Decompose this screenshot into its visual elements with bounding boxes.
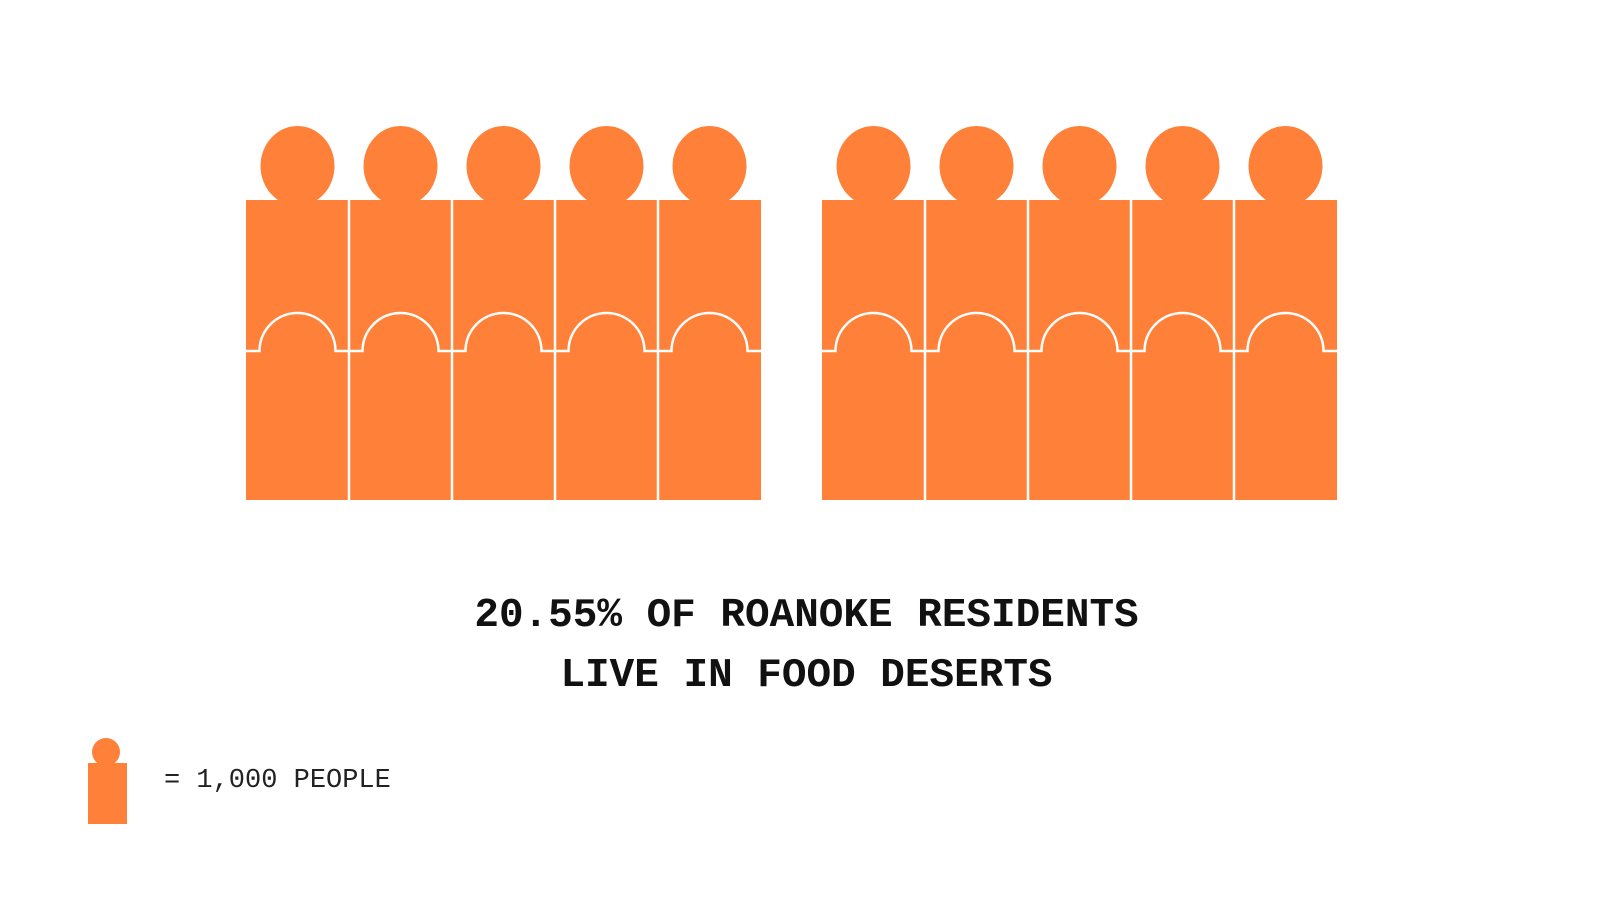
icon-group-1 [246, 126, 761, 500]
person-icon [246, 311, 349, 353]
person-icon [1248, 126, 1323, 206]
person-icon [260, 126, 335, 206]
person-icon [452, 311, 555, 353]
person-icon [1131, 311, 1234, 353]
headline-line-2: LIVE IN FOOD DESERTS [560, 653, 1053, 699]
person-icon [88, 738, 127, 824]
person-icon [569, 126, 644, 206]
person-icon [1145, 126, 1220, 206]
person-icon [822, 311, 925, 353]
pictogram-chart [246, 126, 1337, 500]
person-icon [349, 311, 452, 353]
icon-group-2 [822, 126, 1337, 500]
person-icon [1042, 126, 1117, 206]
person-icon [466, 126, 541, 206]
legend-label: = 1,000 PEOPLE [164, 766, 391, 796]
group-body [822, 200, 1337, 500]
group-body [246, 200, 761, 500]
headline: 20.55% OF ROANOKE RESIDENTS LIVE IN FOOD… [0, 586, 1613, 706]
person-icon [1234, 311, 1337, 353]
person-icon [925, 311, 1028, 353]
person-icon [1028, 311, 1131, 353]
person-icon [836, 126, 911, 206]
person-icon [363, 126, 438, 206]
person-icon [672, 126, 747, 206]
person-icon [658, 311, 761, 353]
headline-line-1: 20.55% OF ROANOKE RESIDENTS [474, 593, 1139, 639]
person-icon [555, 311, 658, 353]
person-icon [939, 126, 1014, 206]
